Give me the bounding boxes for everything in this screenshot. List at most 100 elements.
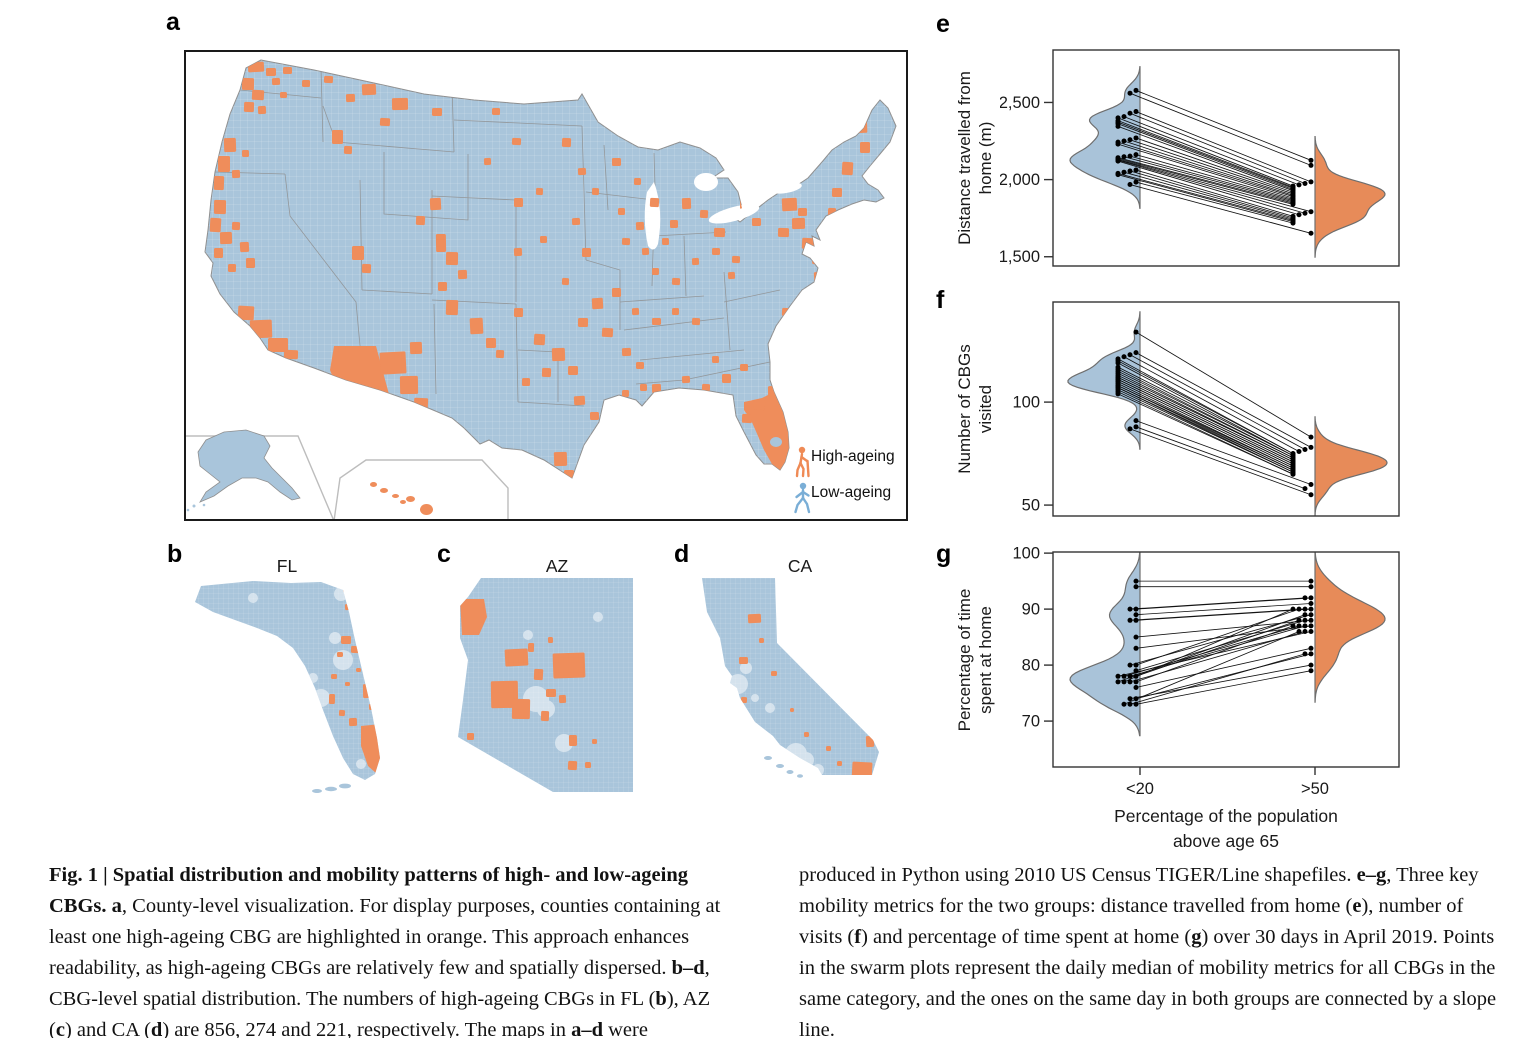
high-ageing-patch: [568, 734, 578, 747]
high-ageing-patch: [577, 317, 589, 328]
high-ageing-patch: [553, 451, 568, 467]
high-ageing-patch: [813, 271, 824, 282]
high-ageing-patch: [805, 287, 815, 296]
y-tick-label: 2,000: [1000, 171, 1040, 189]
high-ageing-patch: [669, 417, 680, 427]
violin-high-ageing: [1314, 416, 1388, 516]
high-ageing-patch: [344, 603, 354, 611]
high-ageing-patch: [362, 683, 375, 699]
y-tick-label: 50: [1022, 497, 1040, 515]
high-ageing-patch: [551, 347, 566, 362]
high-ageing-patch: [540, 710, 550, 722]
high-ageing-patch: [345, 93, 356, 103]
high-ageing-patch: [791, 217, 806, 230]
high-ageing-patch: [701, 383, 711, 392]
high-ageing-patch: [355, 667, 362, 673]
florida-cbg-map: [195, 581, 380, 793]
hawaii-island: [406, 496, 415, 502]
high-ageing-patch: [841, 161, 854, 176]
high-ageing-patch: [591, 187, 600, 196]
high-ageing-patch: [504, 648, 529, 667]
high-ageing-patch: [469, 317, 484, 335]
high-ageing-patch: [691, 317, 701, 326]
x-axis: <20 >50 Percentage of the population above …: [1114, 767, 1338, 851]
high-ageing-patch: [779, 369, 792, 380]
high-ageing-patch: [429, 197, 442, 211]
hawaii-island: [400, 500, 406, 504]
high-ageing-patch: [671, 307, 680, 316]
high-ageing-patch: [535, 187, 544, 196]
high-ageing-patch: [249, 319, 273, 339]
high-ageing-patch: [558, 694, 567, 704]
high-ageing-patch: [851, 111, 868, 134]
high-ageing-patch: [738, 656, 749, 665]
y-axis-ticks: 50 100: [1012, 394, 1053, 515]
high-ageing-patch: [231, 169, 241, 179]
alaska: [197, 429, 301, 503]
hawaii-island: [370, 482, 377, 487]
high-ageing-patch: [681, 375, 691, 384]
panel-letter-d: d: [674, 540, 690, 568]
high-ageing-patch: [635, 221, 645, 231]
high-ageing-patch: [435, 233, 447, 253]
high-ageing-patch: [257, 105, 267, 115]
high-ageing-patch: [679, 393, 688, 402]
plot-border: [1052, 49, 1400, 267]
y-tick-label: 1,500: [1000, 248, 1040, 266]
hawaii-islands: [370, 482, 433, 515]
high-ageing-patch: [368, 703, 374, 711]
lake-ontario: [770, 182, 802, 194]
high-ageing-patch: [415, 215, 426, 226]
high-ageing-patch: [209, 217, 222, 233]
high-ageing-patch: [722, 374, 731, 383]
high-ageing-patch: [739, 363, 749, 372]
panel-letter-a: a: [166, 8, 180, 36]
conus-landmass: [204, 59, 897, 479]
high-ageing-patch: [343, 145, 353, 155]
high-ageing-patch: [332, 130, 343, 144]
state-title-az: AZ: [545, 556, 569, 576]
high-ageing-patch: [514, 198, 523, 207]
high-ageing-patch: [379, 117, 391, 127]
map-panel-border: [184, 50, 908, 521]
high-ageing-patch: [457, 269, 468, 280]
high-ageing-patch: [573, 395, 586, 406]
high-ageing-patch: [711, 355, 720, 364]
high-ageing-patch: [561, 277, 570, 286]
high-ageing-patch: [231, 221, 241, 231]
panel-letter-e: e: [936, 10, 950, 38]
high-ageing-region: [361, 724, 380, 774]
high-ageing-patch: [777, 227, 790, 238]
high-ageing-patch: [214, 248, 223, 258]
california-cbg-map: [702, 578, 879, 778]
high-ageing-patch: [789, 707, 795, 713]
hawaii-island: [392, 494, 399, 498]
high-ageing-patch: [589, 411, 600, 421]
high-ageing-patch: [511, 698, 531, 720]
high-ageing-patch: [699, 209, 709, 219]
high-ageing-patch: [592, 739, 597, 744]
high-ageing-patch: [767, 476, 777, 478]
high-ageing-patch: [651, 267, 660, 276]
high-ageing-patch: [636, 362, 644, 369]
hawaii-island: [380, 488, 388, 493]
chart-distance-travelled: 1,500 2,000 2,500: [1000, 49, 1400, 267]
high-ageing-patch: [348, 717, 358, 727]
high-ageing-patch: [328, 693, 336, 705]
high-ageing-patch: [213, 199, 227, 215]
high-ageing-patch: [692, 424, 701, 432]
chart-cbgs-visited: 50 100: [1012, 301, 1400, 517]
yaxis-label-e: Distance travelled from home (m): [955, 71, 995, 245]
high-ageing-patch: [571, 217, 581, 226]
slope-lines: [1117, 580, 1312, 705]
legend-high-ageing-label: High-ageing: [811, 448, 895, 465]
state-title-fl: FL: [276, 556, 298, 576]
high-ageing-patch: [243, 101, 255, 113]
data-points: [1115, 578, 1314, 707]
high-ageing-patch: [323, 75, 334, 84]
high-ageing-patch: [758, 637, 765, 644]
high-ageing-patch: [445, 251, 459, 266]
high-ageing-patch: [227, 263, 237, 273]
high-ageing-patch: [621, 389, 630, 398]
high-ageing-patch: [546, 689, 556, 697]
